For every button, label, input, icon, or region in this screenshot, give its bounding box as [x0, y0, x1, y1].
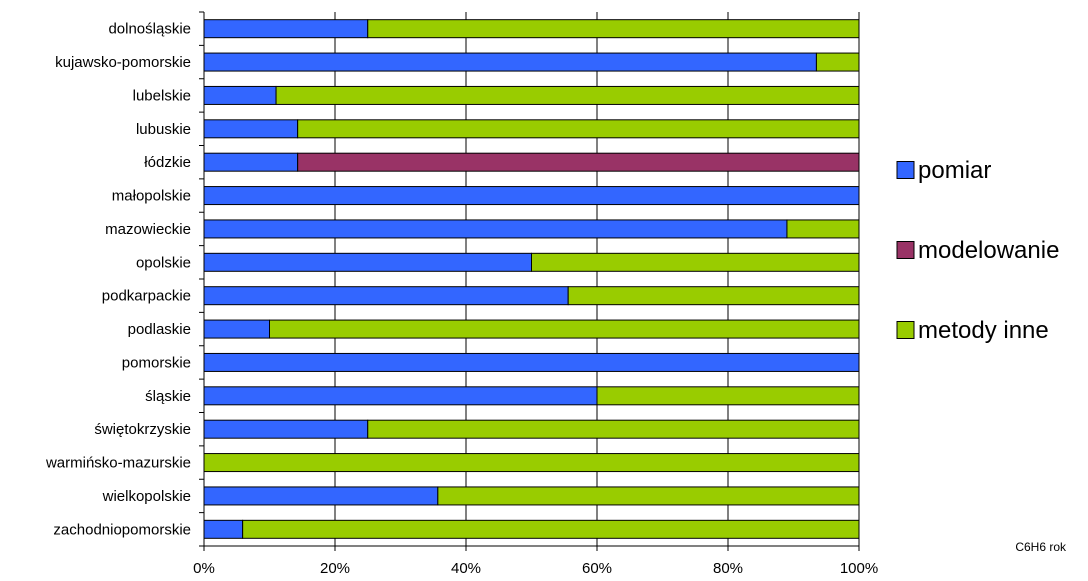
bar-segment [815, 52, 860, 72]
x-tick-label: 100% [840, 560, 878, 577]
bar-segment [203, 186, 860, 206]
category-label: podkarpackie [102, 288, 191, 305]
bar-segment [203, 85, 277, 105]
bar-segment [242, 519, 860, 539]
x-tick-label: 60% [582, 560, 612, 577]
bar-segment [203, 52, 817, 72]
bar-segment [297, 152, 860, 172]
bar-segment [567, 286, 860, 306]
legend-swatch [896, 321, 915, 339]
bar-segment [203, 453, 860, 473]
category-label: lubelskie [133, 87, 191, 104]
bars-layer [203, 19, 860, 539]
category-label: małopolskie [112, 188, 191, 205]
x-tick-labels: 0% 20% 40% 60% 80% 100% [193, 560, 878, 577]
legend-label: pomiar [918, 157, 991, 184]
bar-segment [275, 85, 860, 105]
bar-segment [367, 19, 860, 39]
category-label: lubuskie [136, 121, 191, 138]
x-tick-label: 80% [713, 560, 743, 577]
chart-annotation: C6H6 rok [1015, 540, 1067, 554]
bar-segment [203, 486, 439, 506]
category-label: pomorskie [122, 354, 191, 371]
category-label: wielkopolskie [102, 488, 191, 505]
legend-swatch [896, 161, 915, 179]
legend-label: metody inne [918, 317, 1049, 344]
bar-segment [203, 519, 244, 539]
legend: pomiar modelowanie metody inne [896, 157, 1059, 344]
bar-segment [203, 352, 860, 372]
bar-segment [203, 19, 369, 39]
bar-segment [786, 219, 860, 239]
bar-segment [203, 286, 569, 306]
category-label: świętokrzyskie [94, 421, 191, 438]
category-label: mazowieckie [105, 221, 191, 238]
bar-segment [203, 119, 299, 139]
bar-segment [203, 319, 270, 339]
x-tick-label: 40% [451, 560, 481, 577]
axis-layer [199, 11, 860, 551]
bar-segment [437, 486, 860, 506]
bar-segment [596, 386, 860, 406]
legend-swatch [896, 241, 915, 259]
category-label: łódzkie [144, 154, 191, 171]
category-label: podlaskie [128, 321, 191, 338]
category-label: zachodniopomorskie [53, 521, 191, 538]
bar-segment [203, 252, 532, 272]
x-tick-label: 0% [193, 560, 215, 577]
bar-segment [367, 419, 860, 439]
bar-segment [297, 119, 860, 139]
legend-label: modelowanie [918, 237, 1059, 264]
bar-segment [203, 152, 299, 172]
bar-segment [203, 419, 369, 439]
category-label: kujawsko-pomorskie [55, 54, 191, 71]
category-label: śląskie [145, 388, 191, 405]
x-tick-label: 20% [320, 560, 350, 577]
bar-segment [269, 319, 860, 339]
category-label: warmińsko-mazurskie [45, 455, 191, 472]
category-label: dolnośląskie [108, 21, 191, 38]
bar-segment [203, 219, 788, 239]
category-labels: dolnośląskie kujawsko-pomorskie lubelskie l… [45, 21, 191, 539]
category-label: opolskie [136, 254, 191, 271]
bar-segment [203, 386, 598, 406]
bar-segment [531, 252, 860, 272]
